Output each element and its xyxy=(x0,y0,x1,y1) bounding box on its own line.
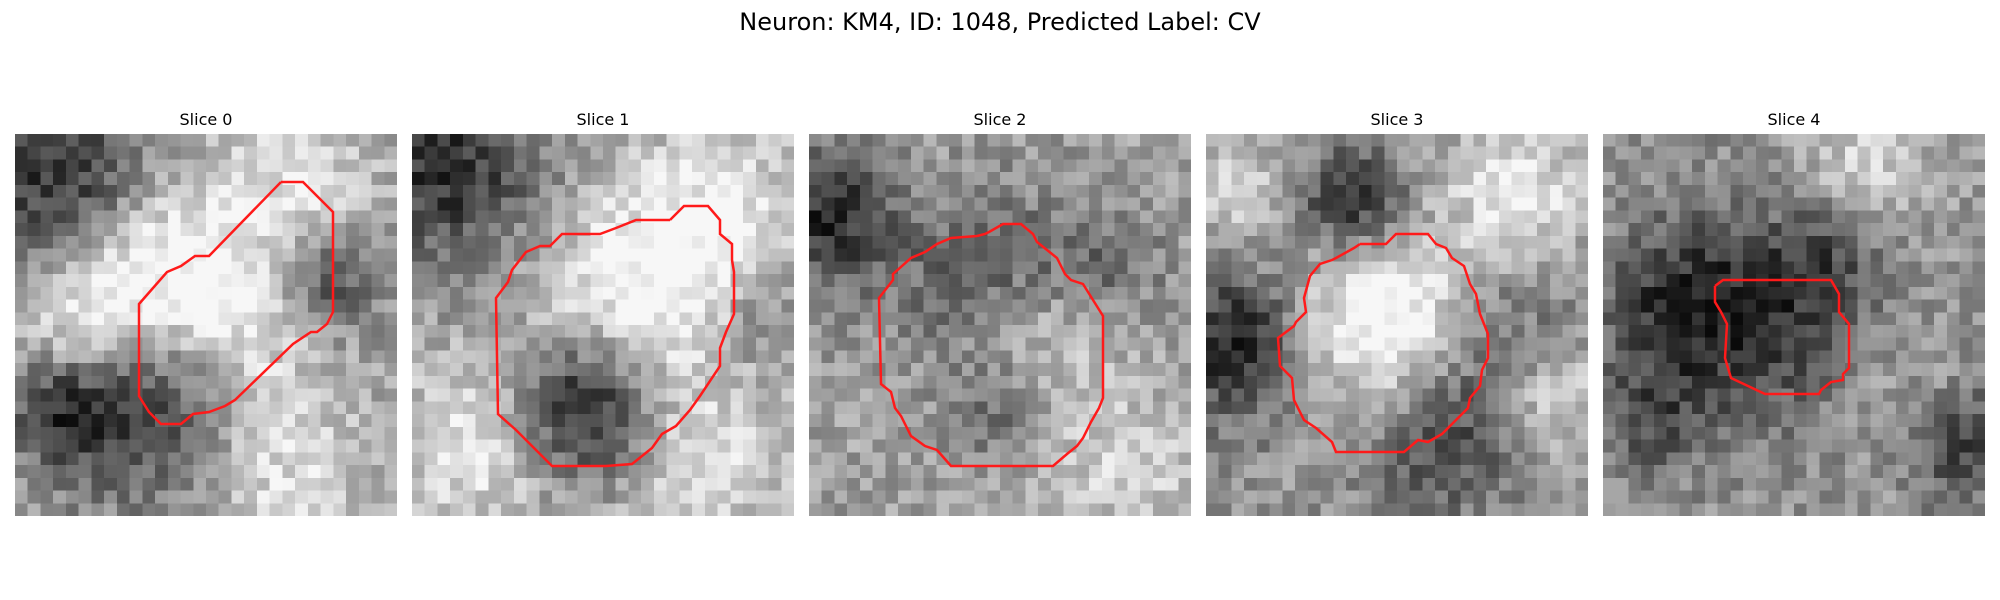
slice-image-4 xyxy=(1603,134,1985,516)
slice-panel-4: Slice 4 xyxy=(1603,108,1985,516)
contour-line-1 xyxy=(494,204,736,468)
segmentation-contour-4 xyxy=(1713,278,1851,396)
slice-title-3: Slice 3 xyxy=(1370,110,1424,129)
slice-texture-2 xyxy=(809,134,1191,516)
slice-panel-1: Slice 1 xyxy=(412,108,794,516)
slice-texture-4 xyxy=(1603,134,1985,516)
segmentation-contour-1 xyxy=(494,204,736,468)
slice-image-1 xyxy=(412,134,794,516)
slice-title-2: Slice 2 xyxy=(973,110,1027,129)
slice-title-0: Slice 0 xyxy=(179,110,233,129)
segmentation-contour-2 xyxy=(877,222,1105,468)
slice-image-2 xyxy=(809,134,1191,516)
slice-image-0 xyxy=(15,134,397,516)
slice-image-3 xyxy=(1206,134,1588,516)
slice-title-4: Slice 4 xyxy=(1767,110,1821,129)
contour-line-2 xyxy=(877,222,1105,468)
contour-line-4 xyxy=(1713,278,1851,396)
contour-line-3 xyxy=(1276,232,1490,454)
contour-line-0 xyxy=(137,180,335,426)
slice-texture-1 xyxy=(412,134,794,516)
figure-title: Neuron: KM4, ID: 1048, Predicted Label: … xyxy=(739,8,1261,36)
slice-panel-0: Slice 0 xyxy=(15,108,397,516)
slice-panel-2: Slice 2 xyxy=(809,108,1191,516)
segmentation-contour-3 xyxy=(1276,232,1490,454)
segmentation-contour-0 xyxy=(137,180,335,426)
slice-texture-0 xyxy=(15,134,397,516)
slice-panel-3: Slice 3 xyxy=(1206,108,1588,516)
slice-texture-3 xyxy=(1206,134,1588,516)
slice-title-1: Slice 1 xyxy=(576,110,630,129)
